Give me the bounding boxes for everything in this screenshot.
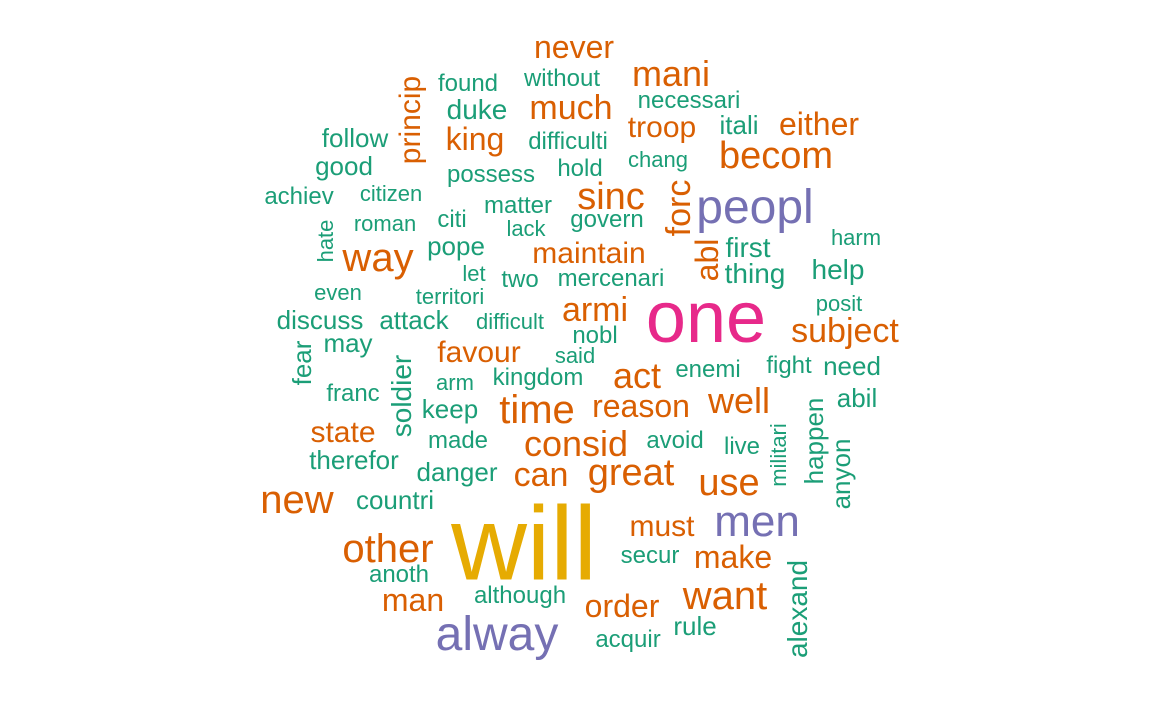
- word-govern: govern: [570, 206, 644, 233]
- word-mercenari: mercenari: [557, 265, 665, 292]
- word-without: without: [523, 65, 601, 92]
- word-fear: fear: [287, 340, 317, 386]
- word-reason: reason: [592, 388, 690, 424]
- word-armi: armi: [561, 291, 629, 329]
- word-found: found: [437, 70, 499, 97]
- word-man: man: [381, 582, 445, 618]
- word-rule: rule: [673, 611, 717, 641]
- word-citizen: citizen: [359, 181, 423, 206]
- word-favour: favour: [437, 336, 521, 369]
- word-troop: troop: [627, 111, 697, 144]
- word-lack: lack: [506, 216, 546, 241]
- word-kingdom: kingdom: [492, 364, 584, 391]
- word-countri: countri: [355, 485, 435, 515]
- word-discuss: discuss: [276, 305, 364, 335]
- word-necessari: necessari: [637, 87, 741, 114]
- word-forc: forc: [660, 179, 698, 237]
- word-becom: becom: [718, 135, 834, 177]
- word-sinc: sinc: [577, 176, 645, 218]
- word-men: men: [714, 497, 800, 546]
- word-even: even: [314, 280, 362, 305]
- word-subject: subject: [791, 312, 899, 350]
- word-arm: arm: [436, 370, 474, 395]
- word-must: must: [629, 510, 695, 543]
- word-fight: fight: [766, 352, 812, 379]
- word-either: either: [778, 106, 860, 142]
- word-secur: secur: [620, 542, 680, 569]
- word-achiev: achiev: [264, 183, 334, 210]
- word-soldier: soldier: [386, 354, 417, 438]
- word-act: act: [612, 355, 662, 396]
- word-abl: abl: [689, 238, 725, 282]
- word-franc: franc: [326, 380, 380, 407]
- word-harm: harm: [830, 225, 882, 250]
- word-nobl: nobl: [572, 322, 618, 349]
- word-acquir: acquir: [595, 626, 661, 653]
- word-one: one: [645, 278, 767, 358]
- word-want: want: [682, 574, 768, 618]
- word-alexand: alexand: [782, 559, 813, 659]
- word-use: use: [698, 462, 760, 504]
- word-may: may: [323, 328, 373, 358]
- word-king: king: [445, 121, 505, 157]
- word-great: great: [587, 452, 675, 494]
- word-time: time: [499, 388, 575, 432]
- word-although: although: [473, 582, 567, 609]
- word-citi: citi: [437, 206, 467, 233]
- word-territori: territori: [415, 284, 485, 309]
- word-help: help: [811, 254, 865, 285]
- word-way: way: [342, 236, 414, 280]
- word-thing: thing: [724, 258, 786, 289]
- word-anoth: anoth: [368, 561, 430, 588]
- word-made: made: [427, 427, 489, 454]
- word-princip: princip: [394, 75, 427, 165]
- word-enemi: enemi: [675, 356, 741, 383]
- word-mani: mani: [631, 53, 711, 94]
- word-anyon: anyon: [826, 438, 856, 510]
- word-itali: itali: [719, 110, 759, 140]
- word-keep: keep: [421, 394, 479, 424]
- word-two: two: [501, 266, 539, 293]
- word-make: make: [693, 539, 773, 575]
- word-other: other: [342, 527, 434, 571]
- word-difficulti: difficulti: [528, 128, 608, 155]
- word-difficult: difficult: [475, 309, 545, 334]
- word-avoid: avoid: [646, 427, 704, 454]
- word-maintain: maintain: [532, 237, 646, 270]
- word-pope: pope: [427, 231, 485, 261]
- word-need: need: [823, 351, 881, 381]
- word-can: can: [513, 456, 569, 494]
- word-abil: abil: [836, 383, 878, 413]
- word-militari: militari: [766, 423, 791, 487]
- word-duke: duke: [446, 94, 508, 125]
- word-peopl: peopl: [696, 181, 814, 234]
- word-chang: chang: [628, 147, 688, 172]
- word-therefor: therefor: [309, 445, 399, 475]
- word-alway: alway: [435, 608, 559, 661]
- word-posit: posit: [815, 291, 863, 316]
- word-new: new: [260, 478, 334, 522]
- word-hate: hate: [313, 219, 338, 263]
- word-will: will: [451, 485, 597, 603]
- word-said: said: [554, 343, 596, 368]
- word-matter: matter: [483, 192, 553, 219]
- word-consid: consid: [523, 423, 629, 464]
- word-well: well: [707, 380, 771, 421]
- word-order: order: [584, 588, 660, 624]
- word-danger: danger: [416, 457, 498, 487]
- word-possess: possess: [446, 161, 536, 188]
- word-good: good: [315, 151, 373, 181]
- word-follow: follow: [321, 123, 389, 153]
- word-never: never: [533, 29, 615, 65]
- word-live: live: [723, 433, 761, 460]
- word-attack: attack: [379, 305, 449, 335]
- word-much: much: [529, 89, 613, 127]
- word-hold: hold: [557, 155, 603, 182]
- word-first: first: [725, 232, 771, 263]
- word-let: let: [462, 261, 486, 286]
- word-state: state: [310, 416, 376, 449]
- word-roman: roman: [353, 211, 417, 236]
- word-happen: happen: [799, 397, 829, 485]
